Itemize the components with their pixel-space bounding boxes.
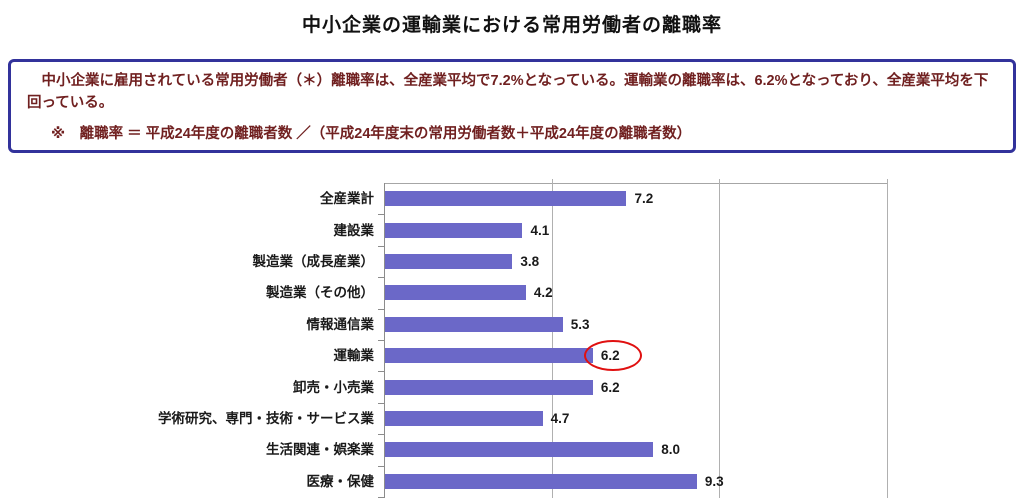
plot-area-top-border — [384, 183, 887, 184]
category-axis-line — [384, 183, 385, 498]
bar-4 — [385, 316, 563, 332]
bar-5 — [385, 348, 593, 364]
category-axis-tick — [378, 466, 384, 467]
category-axis-tick — [378, 246, 384, 247]
value-label: 8.0 — [661, 442, 681, 458]
category-label: 学術研究、専門・技術・サービス業 — [158, 411, 374, 426]
category-label: 製造業（その他） — [266, 285, 374, 301]
category-axis-tick — [378, 434, 384, 435]
bar-6 — [385, 379, 593, 395]
page-title: 中小企業の運輸業における常用労働者の離職率 — [301, 15, 722, 36]
category-label: 製造業（成長産業） — [252, 254, 375, 269]
bar-1 — [385, 222, 523, 238]
category-label: 建設業 — [333, 222, 375, 238]
value-label: 4.2 — [533, 285, 553, 301]
bar-8 — [385, 442, 654, 458]
summary-text: 中小企業に雇用されている常用労働者（＊）離職率は、全産業平均で7.2%となってい… — [27, 73, 989, 111]
bar-2 — [385, 254, 513, 269]
value-label: 6.2 — [600, 379, 620, 395]
category-axis-tick — [378, 371, 384, 372]
highlight-circle-annotation — [583, 340, 642, 372]
category-axis-tick — [378, 309, 384, 310]
summary-box: 中小企業に雇用されている常用労働者（＊）離職率は、全産業平均で7.2%となってい… — [8, 59, 1016, 153]
category-label: 運輸業 — [333, 348, 375, 364]
turnover-bar-chart: 全産業計 7.2 建設業 4.1 製造業（成長産業） 3.8 製造業（その他） 4.2 情報通信… — [0, 179, 1024, 498]
bar-9 — [385, 473, 697, 489]
bar-0 — [385, 191, 627, 207]
value-label: 5.3 — [570, 316, 590, 332]
category-label: 情報通信業 — [306, 316, 375, 332]
category-axis-tick — [378, 340, 384, 341]
value-label: 7.2 — [634, 191, 654, 207]
category-axis-tick — [378, 277, 384, 278]
category-axis-tick — [378, 214, 384, 215]
gridline-10 — [719, 179, 721, 498]
category-label: 医療・保健 — [306, 473, 375, 489]
value-label: 4.7 — [550, 411, 570, 426]
value-label: 3.8 — [520, 254, 540, 269]
gridline-5 — [551, 179, 553, 498]
bar-7 — [385, 411, 543, 426]
value-label: 4.1 — [530, 222, 550, 238]
category-label: 卸売・小売業 — [293, 379, 374, 395]
formula-note: ※ 離職率 ＝ 平成24年度の離職者数 ／（平成24年度末の常用労働者数＋平成2… — [51, 125, 692, 142]
category-label: 全産業計 — [320, 191, 374, 207]
value-label: 9.3 — [704, 473, 724, 489]
bar-3 — [385, 285, 526, 301]
gridline-15 — [887, 179, 888, 498]
category-axis-tick — [378, 403, 384, 404]
category-label: 生活関連・娯楽業 — [266, 442, 374, 458]
